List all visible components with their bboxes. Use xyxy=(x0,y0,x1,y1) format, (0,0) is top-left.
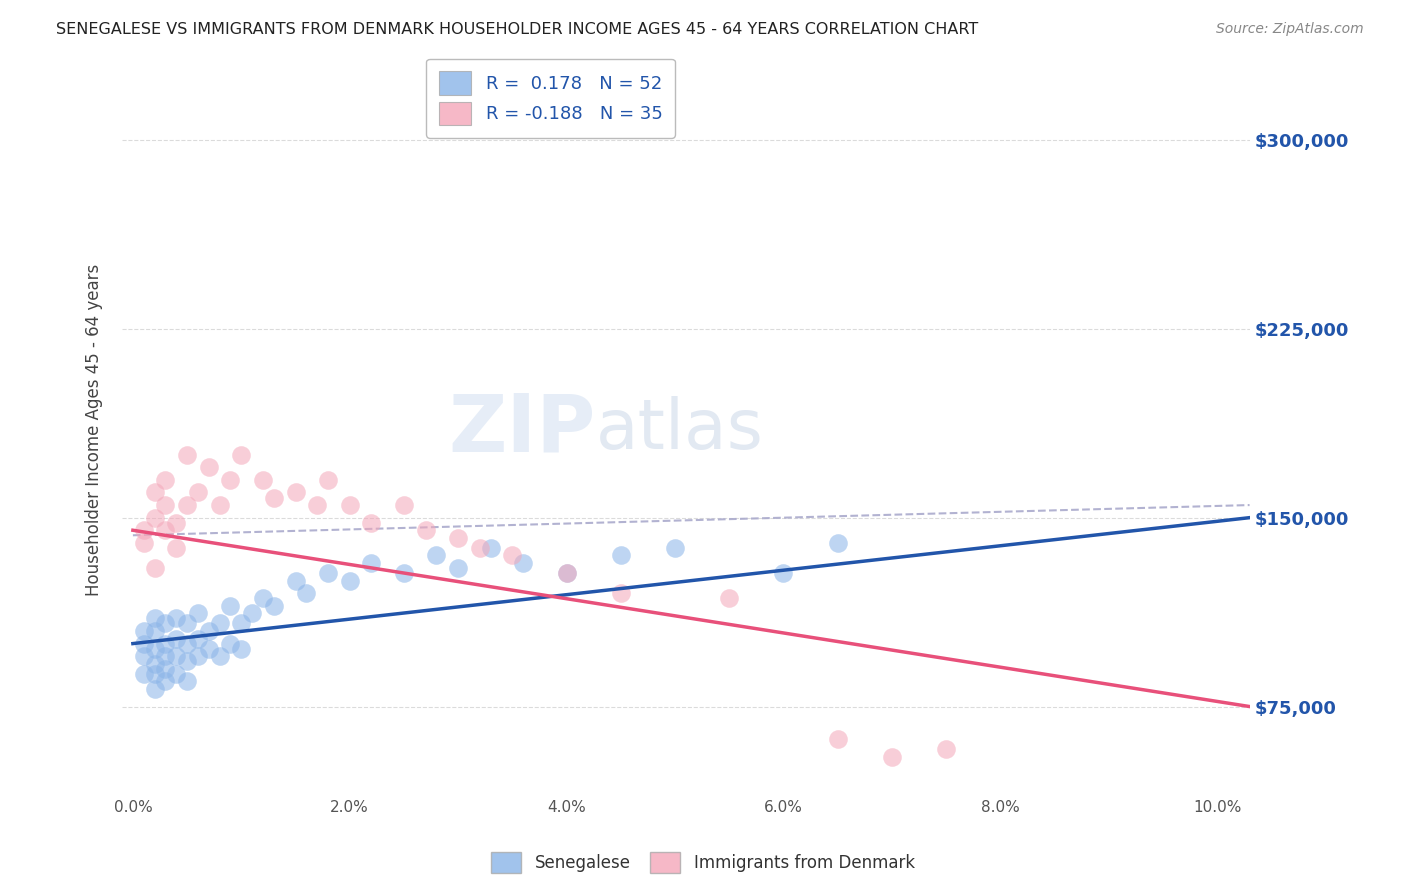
Point xyxy=(415,523,437,537)
Point xyxy=(143,624,166,638)
Point xyxy=(165,649,187,664)
Point xyxy=(610,586,633,600)
Point xyxy=(143,657,166,671)
Point xyxy=(132,649,155,664)
Point xyxy=(143,485,166,500)
Point xyxy=(284,485,307,500)
Point xyxy=(165,632,187,646)
Point xyxy=(392,498,415,512)
Point xyxy=(295,586,318,600)
Point xyxy=(165,611,187,625)
Point xyxy=(610,549,633,563)
Point xyxy=(165,666,187,681)
Point xyxy=(718,591,741,606)
Point xyxy=(360,516,382,530)
Point xyxy=(143,681,166,696)
Text: SENEGALESE VS IMMIGRANTS FROM DENMARK HOUSEHOLDER INCOME AGES 45 - 64 YEARS CORR: SENEGALESE VS IMMIGRANTS FROM DENMARK HO… xyxy=(56,22,979,37)
Point xyxy=(143,561,166,575)
Point xyxy=(447,561,470,575)
Legend: R =  0.178   N = 52, R = -0.188   N = 35: R = 0.178 N = 52, R = -0.188 N = 35 xyxy=(426,59,675,137)
Point xyxy=(187,607,209,621)
Point xyxy=(284,574,307,588)
Point xyxy=(263,491,285,505)
Point xyxy=(231,641,253,656)
Point xyxy=(132,624,155,638)
Point xyxy=(132,523,155,537)
Point xyxy=(187,649,209,664)
Point xyxy=(935,742,957,756)
Point xyxy=(240,607,263,621)
Point xyxy=(392,566,415,580)
Point xyxy=(132,536,155,550)
Legend: Senegalese, Immigrants from Denmark: Senegalese, Immigrants from Denmark xyxy=(485,846,921,880)
Point xyxy=(555,566,578,580)
Point xyxy=(880,750,903,764)
Point xyxy=(187,485,209,500)
Point xyxy=(316,566,339,580)
Point xyxy=(165,541,187,555)
Point xyxy=(143,641,166,656)
Point xyxy=(339,574,361,588)
Point xyxy=(176,637,198,651)
Y-axis label: Householder Income Ages 45 - 64 years: Householder Income Ages 45 - 64 years xyxy=(86,263,103,596)
Point xyxy=(176,448,198,462)
Point xyxy=(772,566,794,580)
Point xyxy=(176,498,198,512)
Point xyxy=(155,523,177,537)
Point xyxy=(208,616,231,631)
Point xyxy=(252,591,274,606)
Point xyxy=(316,473,339,487)
Point xyxy=(155,473,177,487)
Point xyxy=(425,549,447,563)
Point xyxy=(143,666,166,681)
Point xyxy=(339,498,361,512)
Point xyxy=(827,732,849,747)
Point xyxy=(208,649,231,664)
Point xyxy=(132,666,155,681)
Point xyxy=(176,674,198,689)
Point xyxy=(197,641,219,656)
Point xyxy=(176,616,198,631)
Point xyxy=(307,498,329,512)
Point xyxy=(664,541,686,555)
Point xyxy=(512,556,534,570)
Point xyxy=(231,448,253,462)
Point xyxy=(143,611,166,625)
Point xyxy=(155,637,177,651)
Point xyxy=(479,541,502,555)
Point xyxy=(197,460,219,475)
Point xyxy=(132,637,155,651)
Point xyxy=(555,566,578,580)
Point xyxy=(219,637,242,651)
Point xyxy=(155,674,177,689)
Point xyxy=(208,498,231,512)
Point xyxy=(827,536,849,550)
Point xyxy=(155,616,177,631)
Point xyxy=(219,473,242,487)
Point xyxy=(231,616,253,631)
Point xyxy=(176,654,198,668)
Point xyxy=(360,556,382,570)
Point xyxy=(197,624,219,638)
Point xyxy=(155,649,177,664)
Point xyxy=(501,549,523,563)
Text: atlas: atlas xyxy=(596,396,763,463)
Point xyxy=(187,632,209,646)
Text: ZIP: ZIP xyxy=(449,391,596,468)
Point xyxy=(252,473,274,487)
Point xyxy=(447,531,470,545)
Point xyxy=(468,541,491,555)
Point xyxy=(155,662,177,676)
Point xyxy=(143,510,166,524)
Text: Source: ZipAtlas.com: Source: ZipAtlas.com xyxy=(1216,22,1364,37)
Point xyxy=(263,599,285,613)
Point xyxy=(219,599,242,613)
Point xyxy=(155,498,177,512)
Point xyxy=(165,516,187,530)
